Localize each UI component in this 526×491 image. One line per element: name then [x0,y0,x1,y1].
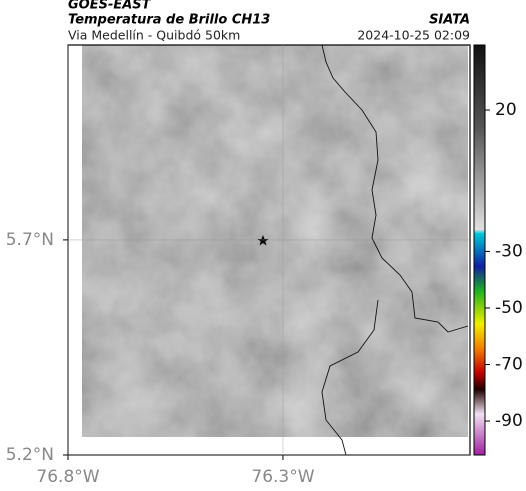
satellite: GOES-EAST [68,0,152,13]
region: Via Medellín - Quibdó 50km [68,28,240,43]
colorbar-tick-label: -90 [495,411,523,431]
colorbar-tick-label: -30 [495,241,523,261]
colorbar-tick-label: -70 [495,355,523,375]
y-tick-label: 5.2°N [6,445,54,465]
border [321,44,469,333]
colorbar-tick-label: 20 [495,100,517,120]
colorbar-tick-label: -50 [495,298,523,318]
y-tick-label: 5.7°N [6,230,54,250]
source: SIATA [429,13,470,28]
image-tint [82,45,468,437]
datetime: 2024-10-25 02:09 [357,28,470,43]
colorbar [473,44,486,456]
map-area [67,44,471,456]
x-tick-label: 76.8°W [36,467,99,487]
product: Temperatura de Brillo CH13 [68,13,270,28]
border [321,299,379,456]
satellite-image [82,45,468,437]
x-tick-label: 76.3°W [251,467,314,487]
location-marker [257,235,269,246]
